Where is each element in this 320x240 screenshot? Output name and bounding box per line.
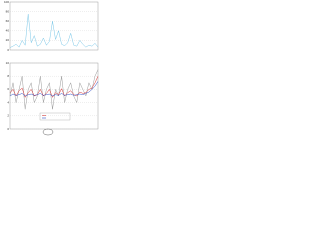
y-tick-label: 0 (7, 48, 9, 52)
y-tick-label: 10 (6, 61, 10, 65)
data-line (9, 13, 99, 48)
y-tick-label: 60 (6, 19, 10, 23)
y-tick-label: 100 (4, 0, 9, 4)
data-line (9, 69, 99, 110)
y-tick-label: 6 (7, 87, 9, 91)
y-tick-label: 8 (7, 74, 9, 78)
figure: 0 20 40 60 80 100 0 2 4 6 8 10 (4, 0, 99, 136)
y-tick-label: 20 (6, 38, 10, 42)
y-tick-label: 2 (7, 114, 9, 118)
y-tick-label: 80 (6, 9, 10, 13)
y-tick-label: 4 (7, 100, 9, 104)
legend-box (39, 112, 71, 121)
data-line (9, 81, 99, 97)
highlight-ellipse (42, 128, 54, 136)
plot-frame (9, 1, 99, 51)
y-tick-label: 0 (7, 127, 9, 131)
y-tick-label: 40 (6, 29, 10, 33)
